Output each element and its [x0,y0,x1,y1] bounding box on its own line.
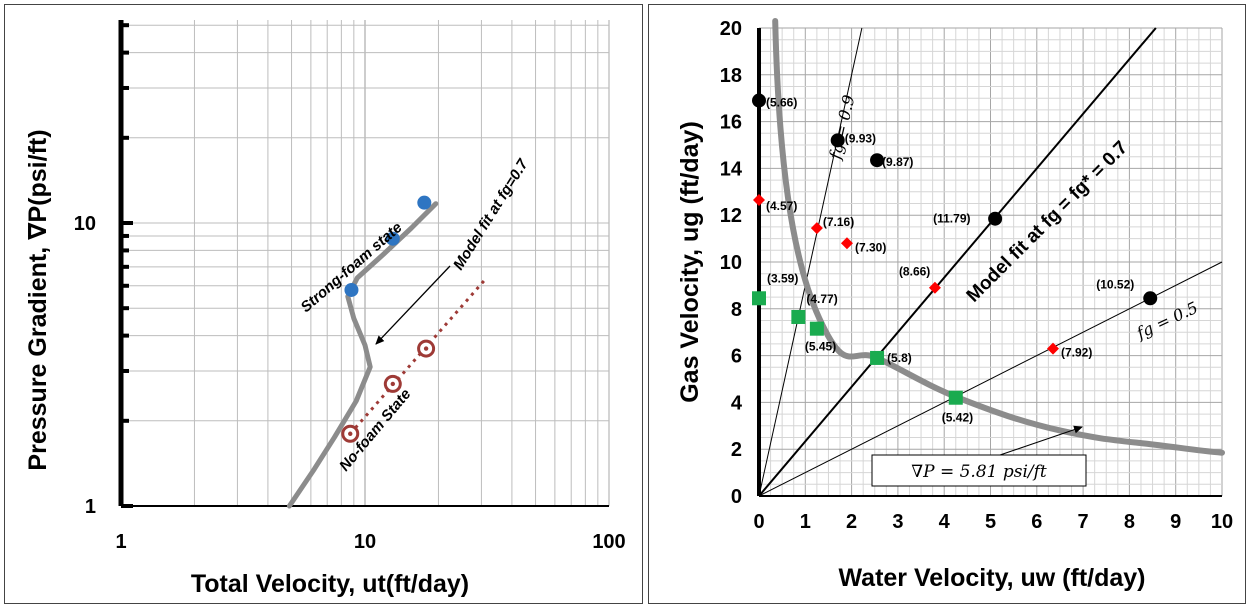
right-y-tick: 0 [731,486,742,508]
right-x-axis-title: Water Velocity, uw (ft/day) [839,564,1146,592]
right-y-tick: 14 [720,158,743,180]
right-points: (5.66) (9.93) (9.87) (11.79) (10.52) (4.57) (7… [752,93,1158,425]
green-point-label: (5.45) [805,340,836,354]
black-point [870,153,885,168]
strong-foam-point [344,282,359,297]
right-x-tick: 5 [985,511,996,533]
right-x-tick: 1 [800,511,811,533]
right-x-tick-labels: 0 1 2 3 4 5 6 7 8 9 10 [753,511,1233,533]
fg-line [758,27,863,497]
no-foam-point-center [348,431,353,436]
right-panel-frame [648,4,1246,604]
pressure-contour [772,17,1225,456]
right-y-tick: 8 [731,299,742,321]
right-y-tick: 12 [720,205,742,227]
right-x-tick: 7 [1078,511,1089,533]
red-point [1047,342,1060,355]
red-point-label: (7.30) [855,240,886,254]
strong-foam-point [385,231,400,246]
black-point [1143,291,1158,306]
fg-0.9-label: fg = 0.9 [825,93,858,162]
right-x-tick: 10 [1211,511,1233,533]
no-foam-point-center [390,381,396,387]
right-x-tick: 6 [1031,511,1042,533]
right-y-tick: 16 [720,112,742,134]
left-x-tick-100: 100 [592,531,625,553]
left-x-tick-10: 10 [354,531,376,553]
contour-label-box [871,454,1087,487]
right-y-tick: 18 [720,65,742,87]
green-point [752,291,766,306]
left-x-tick-1: 1 [115,531,126,553]
right-x-tick: 9 [1170,511,1181,533]
strong-foam-point [417,195,432,210]
black-point [830,133,845,148]
right-y-tick: 20 [720,18,742,40]
model-fit-label: Model fit at fg=0.7 [450,156,532,273]
left-y-tick-1: 1 [85,496,96,518]
right-y-tick: 2 [731,439,742,461]
left-chart: 1 10 100 1 10 Total Velocity, ut(ft/day)… [24,20,626,598]
red-point [753,193,765,206]
right-x-tick: 8 [1124,511,1135,533]
black-point-label: (9.87) [882,155,913,169]
right-y-tick: 4 [731,392,743,414]
contour-arrow [999,425,1083,456]
black-point [752,93,766,108]
green-point-label: (3.59) [767,271,798,285]
model-curve [286,201,439,509]
no-foam-point-center [423,346,429,351]
right-x-tick: 4 [939,511,951,533]
red-point [810,222,823,235]
green-point [809,321,824,336]
right-x-tick: 3 [892,511,903,533]
left-y-axis-title: Pressure Gradient, ∇P(psi/ft) [24,129,52,470]
red-point-label: (7.92) [1061,346,1092,360]
left-y-tick-marks [121,23,133,508]
right-y-tick-labels: 0 2 4 6 8 10 12 14 16 18 20 [720,18,743,508]
right-y-tick: 10 [720,252,742,274]
left-points [341,195,436,443]
red-point-label: (4.57) [766,199,797,213]
left-panel-frame [4,4,643,604]
red-point [840,237,853,250]
green-point [870,350,885,365]
right-y-tick: 6 [731,346,742,368]
red-point-label: (8.66) [899,265,930,279]
green-point [948,390,963,405]
contour-label: ∇P = 5.81 psi/ft [911,462,1047,482]
green-point-label: (5.8) [887,351,912,365]
red-point [928,281,941,294]
left-y-tick-10: 10 [74,213,96,235]
fg-line [758,27,1157,497]
black-point-label: (11.79) [933,212,970,226]
green-point-label: (5.42) [942,411,973,425]
black-point-label: (10.52) [1096,277,1134,291]
model-fit-arrow [375,265,451,345]
right-x-tick: 2 [846,511,857,533]
right-grid [758,27,1223,497]
red-point-label: (7.16) [823,215,854,229]
black-point-label: (9.93) [845,131,876,145]
black-point-label: (5.66) [766,96,797,110]
green-point-label: (4.77) [806,292,837,306]
no-foam-trend-line [349,278,487,435]
left-x-axis-title: Total Velocity, ut(ft/day) [191,570,469,598]
black-point [988,211,1003,226]
green-point [791,309,806,324]
right-x-tick: 0 [753,511,764,533]
right-y-axis-title: Gas Velocity, ug (ft/day) [676,121,704,403]
